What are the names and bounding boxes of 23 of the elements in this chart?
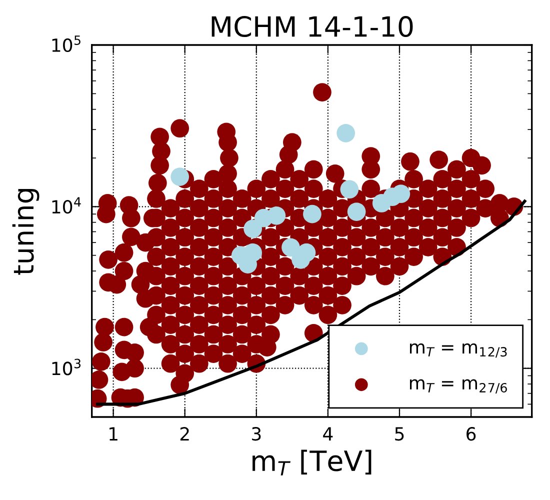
- legend-label: m$_{T}$ = m$_{27/6}$: [410, 379, 507, 394]
- x-axis-title: m$_{T}$ [TeV]: [252, 450, 372, 476]
- point: [170, 168, 190, 186]
- x-tick-label: 6: [466, 427, 476, 441]
- y-tick-label: 10$^{4}$: [52, 197, 81, 214]
- point: [303, 204, 322, 224]
- y-tick-label: 10$^{3}$: [52, 358, 81, 376]
- chart-title: MCHM 14-1-10: [212, 16, 413, 38]
- legend-label: m$_{T}$ = m$_{12/3}$: [410, 343, 507, 358]
- point: [297, 243, 316, 262]
- x-tick-label: 5: [395, 427, 404, 441]
- point: [340, 180, 359, 199]
- point: [267, 206, 286, 225]
- point: [282, 238, 300, 257]
- x-tick-label: 1: [110, 427, 118, 440]
- point: [336, 124, 356, 142]
- x-tick-label: 4: [323, 427, 333, 440]
- y-axis-title: tuning: [12, 188, 40, 275]
- point: [244, 220, 262, 238]
- x-tick-label: 3: [252, 427, 261, 441]
- x-tick-label: 2: [180, 427, 189, 440]
- point: [347, 202, 366, 221]
- y-tick-label: 10$^{5}$: [52, 36, 80, 52]
